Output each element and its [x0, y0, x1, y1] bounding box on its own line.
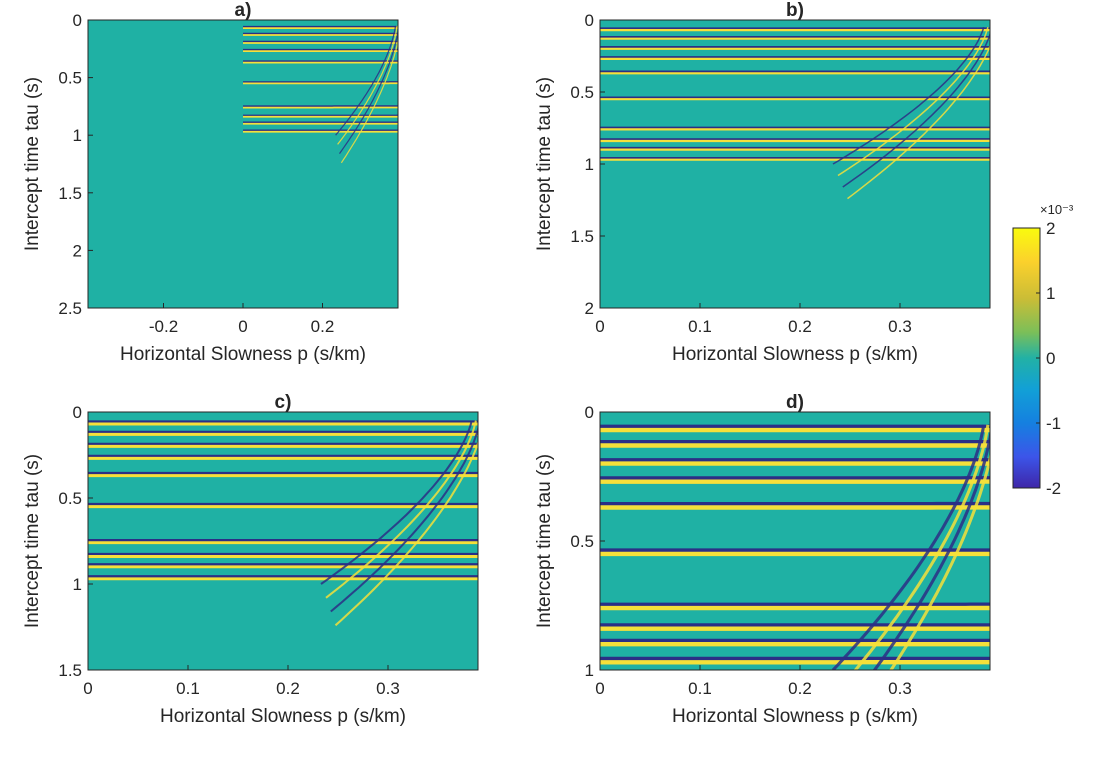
diffraction-0: [335, 25, 397, 136]
y-tick-label: 0: [73, 11, 82, 30]
y-tick-label: 0.5: [570, 532, 594, 551]
panel-title: a): [235, 0, 252, 21]
panel-title: b): [786, 0, 804, 21]
y-axis-label: Intercept time tau (s): [534, 454, 555, 628]
y-tick-label: 1.5: [570, 227, 594, 246]
diffraction-1: [853, 424, 990, 670]
y-tick-label: 0: [585, 11, 594, 30]
tau-p-events: [88, 420, 478, 627]
diffraction-0: [320, 420, 473, 585]
y-tick-label: 1.5: [58, 661, 82, 680]
y-axis-label: Intercept time tau (s): [22, 454, 43, 628]
diffraction-1: [337, 25, 398, 145]
tau-p-events: [600, 26, 990, 200]
heatmap-background: [600, 20, 990, 308]
x-tick-label: 0: [238, 317, 247, 336]
x-tick-label: -0.2: [149, 317, 178, 336]
diffraction-3: [340, 37, 398, 164]
x-tick-label: 0: [83, 679, 92, 698]
y-tick-label: 1: [585, 661, 594, 680]
y-tick-label: 0: [585, 403, 594, 422]
y-axis-label: Intercept time tau (s): [534, 77, 555, 251]
panel-c: 00.511.50 0.1 0.2 0.3c)Horizontal Slowness …: [22, 392, 479, 727]
y-tick-label: 1.5: [58, 184, 82, 203]
x-axis-label: Horizontal Slowness p (s/km): [120, 344, 366, 365]
x-tick-label: 0.2: [276, 679, 300, 698]
diffraction-0: [832, 26, 985, 165]
diffraction-3: [847, 44, 990, 200]
colorbar-tick-label: 1: [1046, 284, 1055, 303]
tau-p-events: [243, 25, 398, 164]
y-tick-label: 0.5: [58, 69, 82, 88]
panel-title: d): [786, 392, 804, 413]
x-axis-label: Horizontal Slowness p (s/km): [672, 344, 918, 365]
y-tick-label: 2: [585, 299, 594, 318]
diffraction-3: [889, 452, 990, 670]
colorbar-scale-label: ×10⁻³: [1040, 202, 1074, 217]
x-tick-label: 0.2: [788, 317, 812, 336]
diffraction-2: [842, 31, 990, 188]
tau-p-events: [600, 424, 990, 670]
x-tick-label: 0.2: [311, 317, 335, 336]
colorbar-tick-label: -2: [1046, 479, 1061, 498]
panel-a: 0 0.5 1 1.5 2 2.5 -0.2 0 0.2 a) Horizontal Slownes…: [22, 0, 399, 365]
panel-title: c): [275, 392, 292, 413]
y-tick-label: 1: [585, 155, 594, 174]
diffraction-2: [330, 425, 478, 613]
x-tick-label: 0.1: [176, 679, 200, 698]
diffraction-1: [325, 420, 477, 599]
panel-d: 00.510 0.1 0.2 0.3d)Horizontal Slowness p (…: [534, 392, 991, 727]
y-tick-label: 0.5: [570, 83, 594, 102]
x-tick-label: 0.1: [688, 679, 712, 698]
x-axis-label: Horizontal Slowness p (s/km): [160, 706, 406, 727]
x-tick-label: 0.3: [888, 679, 912, 698]
colorbar-tick-label: 0: [1046, 349, 1055, 368]
axes-frame: [87, 411, 479, 671]
x-tick-label: 0: [595, 317, 604, 336]
x-tick-label: 0.2: [788, 679, 812, 698]
y-tick-label: 2: [73, 241, 82, 260]
y-tick-label: 0.5: [58, 489, 82, 508]
y-tick-label: 1: [73, 126, 82, 145]
panel-b: 00.511.520 0.1 0.2 0.3b)Horizontal Slowness…: [534, 0, 991, 365]
x-tick-label: 0.1: [688, 317, 712, 336]
heatmap-background: [88, 20, 398, 308]
colorbar-tick-label: -1: [1046, 414, 1061, 433]
colorbar-gradient: [1012, 227, 1041, 489]
diffraction-0: [831, 424, 986, 670]
heatmap-background: [600, 412, 990, 670]
x-tick-label: 0: [595, 679, 604, 698]
colorbar-tick-label: 2: [1046, 219, 1055, 238]
x-axis-label: Horizontal Slowness p (s/km): [672, 706, 918, 727]
y-tick-label: 2.5: [58, 299, 82, 318]
x-tick-label: 0.3: [376, 679, 400, 698]
diffraction-3: [334, 440, 478, 627]
x-tick-label: 0.3: [888, 317, 912, 336]
y-axis-label: Intercept time tau (s): [22, 77, 43, 251]
diffraction-2: [872, 428, 990, 670]
y-tick-label: 1: [73, 575, 82, 594]
diffraction-2: [339, 27, 398, 154]
y-tick-label: 0: [73, 403, 82, 422]
colorbar: ×10⁻³ 2 1 0 -1 -2: [1012, 202, 1074, 498]
diffraction-1: [837, 26, 989, 177]
